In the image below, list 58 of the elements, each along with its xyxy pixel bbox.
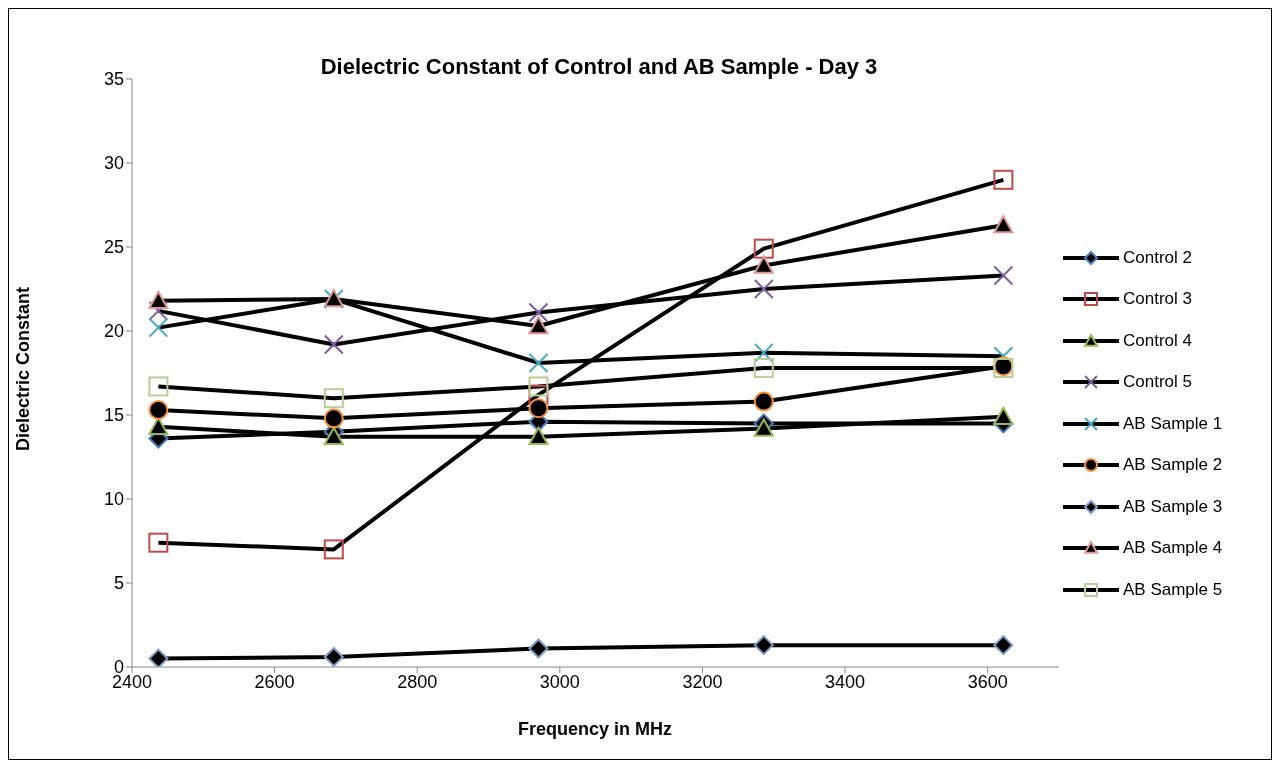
x-tick-label: 2800 <box>397 671 438 692</box>
point <box>993 215 1014 234</box>
y-tick-label: 5 <box>113 573 124 594</box>
point <box>148 399 169 420</box>
point <box>148 648 169 667</box>
y-tick-label: 25 <box>103 237 124 258</box>
legend-label: AB Sample 1 <box>1123 413 1223 434</box>
point <box>528 398 549 419</box>
point <box>993 406 1014 425</box>
point <box>753 391 774 412</box>
x-tick-label: 3000 <box>539 671 580 692</box>
point <box>528 426 549 446</box>
point <box>528 376 549 397</box>
point <box>148 532 169 553</box>
legend-label: Control 2 <box>1123 247 1192 268</box>
point <box>323 426 344 446</box>
legend-label: Control 4 <box>1123 330 1192 351</box>
x-tick-label: 3200 <box>682 671 723 692</box>
point <box>753 238 774 259</box>
point <box>148 317 169 338</box>
point <box>753 357 774 378</box>
point <box>993 635 1014 656</box>
point <box>323 646 344 667</box>
legend-label: AB Sample 4 <box>1123 538 1223 559</box>
point <box>148 376 169 397</box>
point <box>323 539 344 560</box>
y-tick-label: 30 <box>103 153 124 174</box>
legend-label: AB Sample 3 <box>1123 496 1223 517</box>
legend-label: Control 3 <box>1123 289 1192 310</box>
point <box>753 279 774 299</box>
legend-label: Control 5 <box>1123 372 1192 393</box>
y-tick-label: 35 <box>103 69 124 90</box>
x-tick-label: 2600 <box>254 671 295 692</box>
legend-label: AB Sample 5 <box>1123 579 1223 600</box>
point <box>148 290 169 309</box>
point <box>323 334 344 355</box>
point <box>753 635 774 656</box>
x-tick-label: 3400 <box>825 671 866 692</box>
point <box>993 265 1014 286</box>
point <box>753 418 774 437</box>
legend-label: AB Sample 2 <box>1123 455 1223 476</box>
point <box>993 169 1014 190</box>
y-axis-title: Dielectric Constant <box>13 286 34 454</box>
point <box>753 255 774 274</box>
point <box>323 388 344 409</box>
y-tick-label: 10 <box>103 489 124 510</box>
point <box>148 300 169 321</box>
point <box>528 352 549 373</box>
chart-title: Dielectric Constant of Control and AB Sample - Day 3 <box>319 54 879 80</box>
point <box>323 408 344 429</box>
x-axis-title: Frequency in MHz <box>517 719 673 740</box>
point <box>528 638 549 659</box>
y-tick-label: 15 <box>103 405 124 426</box>
point <box>528 315 549 335</box>
y-tick-label: 20 <box>103 321 124 342</box>
x-tick-label: 3600 <box>967 671 1008 692</box>
point <box>753 342 774 363</box>
point <box>528 302 549 323</box>
